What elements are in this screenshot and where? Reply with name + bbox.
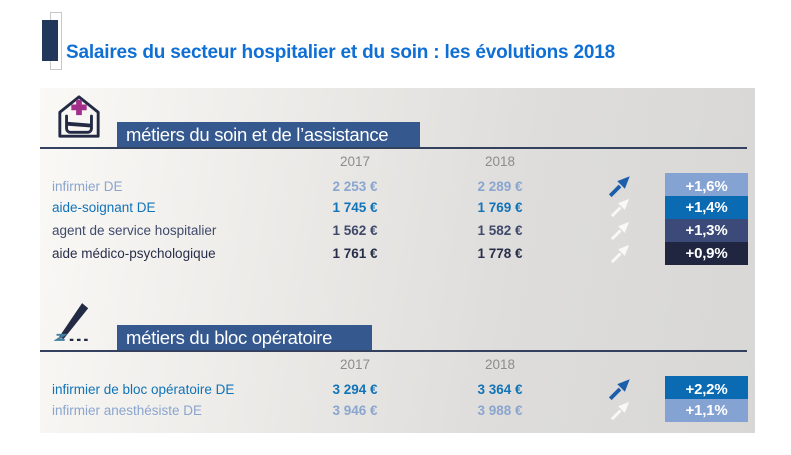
page-title: Salaires du secteur hospitalier et du so… <box>66 41 615 63</box>
change-badge: +1,1% <box>665 399 748 422</box>
job-label: infirmier anesthésiste DE <box>52 403 203 418</box>
year-header-row: 2017 2018 <box>40 352 755 376</box>
salary-2017: 1 745 € <box>332 200 378 215</box>
table-row: infirmier anesthésiste DE 3 946 € 3 988 … <box>40 399 755 422</box>
table-row: infirmier DE 2 253 € 2 289 € +1,6% <box>40 173 755 199</box>
divider-line <box>40 147 747 149</box>
section-title-bar: métiers du bloc opératoire <box>117 325 372 350</box>
year-header-row: 2017 2018 <box>40 149 755 173</box>
section-header: métiers du bloc opératoire <box>53 298 755 350</box>
year-header-2018: 2018 <box>484 153 516 169</box>
divider-line <box>40 350 747 352</box>
year-header-2017: 2017 <box>339 153 371 169</box>
salary-panel: métiers du soin et de l’assistance 2017 … <box>40 88 755 433</box>
trend-up-arrow-icon <box>575 376 665 402</box>
year-header-2018: 2018 <box>484 356 516 372</box>
salary-2017: 1 761 € <box>332 246 378 261</box>
trend-up-arrow-icon <box>575 399 665 422</box>
section-bloc-operatoire: métiers du bloc opératoire 2017 2018 inf… <box>40 298 755 422</box>
salary-2017: 1 562 € <box>332 223 378 238</box>
trend-up-arrow-icon <box>575 242 665 265</box>
section-title: métiers du bloc opératoire <box>126 326 333 348</box>
job-label: aide-soignant DE <box>52 200 156 215</box>
salary-2017: 2 253 € <box>332 178 378 194</box>
job-label: aide médico-psychologique <box>52 246 216 261</box>
hospital-bed-icon <box>54 94 104 145</box>
change-badge: +0,9% <box>665 242 748 265</box>
salary-2018: 1 582 € <box>477 223 523 238</box>
job-label: infirmier de bloc opératoire DE <box>52 381 235 397</box>
section-title-bar: métiers du soin et de l’assistance <box>117 122 420 147</box>
table-row: aide-soignant DE 1 745 € 1 769 € +1,4% <box>40 196 755 219</box>
table-row: aide médico-psychologique 1 761 € 1 778 … <box>40 242 755 265</box>
year-header-2017: 2017 <box>339 356 371 372</box>
trend-up-arrow-icon <box>575 173 665 199</box>
salary-2018: 1 769 € <box>477 200 523 215</box>
job-label: infirmier DE <box>52 178 123 194</box>
section-title: métiers du soin et de l’assistance <box>126 123 389 145</box>
table-row: infirmier de bloc opératoire DE 3 294 € … <box>40 376 755 402</box>
change-badge: +1,6% <box>665 173 748 199</box>
title-accent-bar <box>42 20 58 61</box>
salary-2017: 3 946 € <box>332 403 378 418</box>
job-label: agent de service hospitalier <box>52 223 217 238</box>
trend-up-arrow-icon <box>575 196 665 219</box>
section-soin-assistance: métiers du soin et de l’assistance 2017 … <box>40 88 755 265</box>
salary-2018: 3 988 € <box>477 403 523 418</box>
table-row: agent de service hospitalier 1 562 € 1 5… <box>40 219 755 242</box>
scalpel-icon <box>53 298 104 348</box>
section-header: métiers du soin et de l’assistance <box>54 88 755 147</box>
trend-up-arrow-icon <box>575 219 665 242</box>
salary-2018: 3 364 € <box>477 381 523 397</box>
change-badge: +1,3% <box>665 219 748 242</box>
salary-2018: 2 289 € <box>477 178 523 194</box>
change-badge: +1,4% <box>665 196 748 219</box>
change-badge: +2,2% <box>665 376 748 402</box>
title-block: Salaires du secteur hospitalier et du so… <box>0 0 791 88</box>
salary-2017: 3 294 € <box>332 381 378 397</box>
salary-2018: 1 778 € <box>477 246 523 261</box>
